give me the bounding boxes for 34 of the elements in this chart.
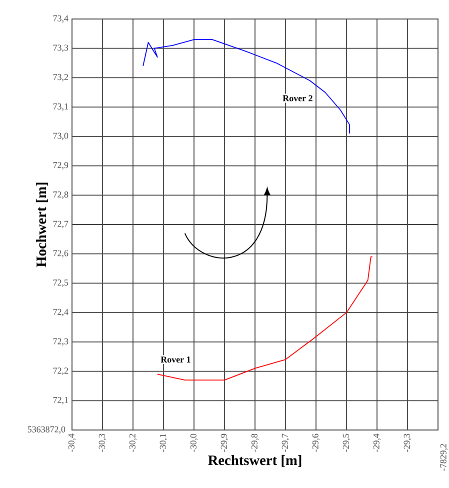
- x-tick-label: -29,6: [312, 434, 320, 452]
- x-tick-label: -29,3: [404, 434, 412, 452]
- y-tick-label: 73,1: [53, 103, 68, 111]
- y-tick-label: 72,4: [53, 308, 68, 316]
- series-label: Rover 2: [282, 95, 312, 102]
- x-axis-title: Rechtswert [m]: [208, 455, 302, 467]
- y-tick-label: 72,1: [53, 396, 68, 404]
- line-series: [156, 256, 373, 381]
- text: 5363872,0: [28, 426, 66, 434]
- line-series: [142, 39, 350, 134]
- y-axis-title: Hochwert [m]: [36, 182, 48, 268]
- y-tick-label: 72,6: [53, 250, 68, 258]
- x-tick-label: -29,4: [373, 434, 381, 452]
- y-tick-label: 73,4: [53, 15, 68, 23]
- y-tick-label: 72,9: [53, 162, 68, 170]
- y-tick-label: 72,8: [53, 191, 68, 199]
- x-tick-label: -30,1: [160, 434, 168, 452]
- y-tick-label: 72,2: [53, 368, 68, 375]
- y-tick-label: 73,3: [53, 44, 68, 52]
- x-tick-label: -30,2: [129, 434, 137, 452]
- y-tick-label: 72,3: [53, 338, 68, 346]
- y-tick-label: 72,7: [53, 220, 68, 228]
- x-tick-label: -29,9: [220, 434, 228, 452]
- x-tick-label: -29,8: [251, 434, 259, 452]
- x-tick-label: -30,0: [190, 434, 198, 452]
- y-tick-label: 72,5: [53, 280, 68, 287]
- series-label: Rover 1: [160, 356, 190, 363]
- x-tick-label: -29,7: [282, 434, 290, 452]
- y-tick-label: 73,2: [53, 74, 68, 82]
- y-tick-label: 73,0: [53, 132, 68, 140]
- x-tick-label: -29,5: [342, 434, 350, 452]
- x-tick-label: -30,4: [68, 434, 76, 452]
- x-tick-label: -30,3: [98, 434, 106, 452]
- text: -7829,2: [440, 444, 448, 471]
